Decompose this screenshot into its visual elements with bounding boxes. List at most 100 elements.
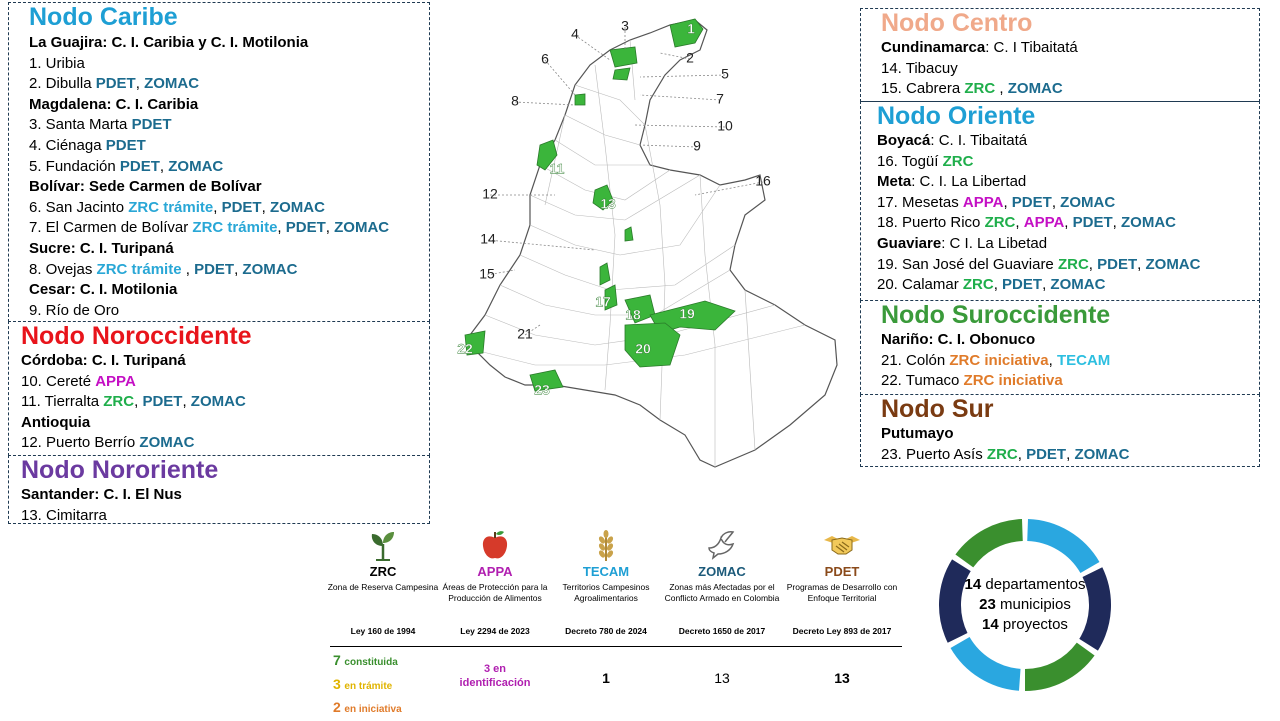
legend-law: Decreto Ley 893 de 2017 bbox=[792, 626, 892, 636]
summary-departamentos: 14 departamentos bbox=[964, 576, 1086, 593]
line-text: , bbox=[1088, 255, 1098, 273]
legend-item-zrc: ZRC Zona de Reserva Campesina Ley 160 de 1… bbox=[323, 528, 443, 637]
line-text: 7. El Carmen de Bolívar bbox=[29, 219, 193, 237]
legend-title: APPA bbox=[477, 564, 513, 579]
line-text: , bbox=[134, 393, 143, 411]
leader-line bbox=[659, 52, 691, 60]
line-text: , bbox=[1066, 445, 1075, 463]
line-text: , bbox=[1042, 276, 1051, 294]
line-text: , bbox=[1112, 214, 1121, 232]
map-label: 1 bbox=[687, 21, 695, 37]
program-tag-appa: APPA bbox=[1023, 214, 1065, 232]
line-text: , bbox=[993, 276, 1003, 294]
donut-segment bbox=[939, 559, 971, 643]
caribe-line: Bolívar: Sede Carmen de Bolívar bbox=[29, 177, 429, 198]
summary-donut bbox=[939, 519, 1111, 691]
oriente-line: 19. San José del Guaviare ZRC, PDET, ZOM… bbox=[877, 255, 1259, 276]
noroccidente-line: 10. Cereté APPA bbox=[21, 372, 429, 393]
caribe-line: La Guajira: C. I. Caribia y C. I. Motilo… bbox=[29, 33, 429, 54]
line-text: 17. Mesetas bbox=[877, 193, 963, 211]
legend-description: Zona de Reserva Campesina bbox=[327, 582, 439, 592]
noroccidente-line: 12. Puerto Berrío ZOMAC bbox=[21, 433, 429, 454]
map-label: 10 bbox=[717, 118, 733, 134]
program-tag-zomac: ZOMAC bbox=[1060, 193, 1116, 211]
tecam-value: 1 bbox=[602, 670, 610, 686]
legend-description: Zonas más Afectadas por el Conflicto Arm… bbox=[664, 582, 780, 603]
line-text: , bbox=[995, 80, 1008, 98]
map-label: 22 bbox=[457, 341, 473, 357]
program-tag-pdet: PDET bbox=[1072, 214, 1113, 232]
program-tag-zrc: ZRC bbox=[984, 214, 1016, 232]
leader-line bbox=[487, 239, 596, 251]
nodo-suroccidente-title: Nodo Suroccidente bbox=[881, 301, 1111, 329]
line-text: , bbox=[182, 393, 191, 411]
map-label: 16 bbox=[755, 173, 771, 189]
map-label: 13 bbox=[600, 196, 616, 212]
legend-law: Ley 2294 de 2023 bbox=[460, 626, 530, 636]
legend-law: Decreto 780 de 2024 bbox=[565, 626, 647, 636]
program-tag-zomac: ZOMAC bbox=[139, 434, 195, 452]
leader-line bbox=[639, 94, 721, 101]
map-label: 12 bbox=[482, 186, 498, 202]
line-text: , bbox=[1017, 445, 1027, 463]
program-tag-zomac: ZOMAC bbox=[168, 157, 224, 175]
oriente-line: Guaviare: C I. La Libetad bbox=[877, 234, 1259, 255]
project-region bbox=[612, 67, 631, 81]
line-text: 22. Tumaco bbox=[881, 372, 964, 390]
program-tag-pdet: PDET bbox=[119, 157, 160, 175]
program-tag-zomac: ZOMAC bbox=[1074, 445, 1130, 463]
location-heading: Guaviare bbox=[877, 234, 942, 252]
line-text: : C. I. La Libertad bbox=[911, 173, 1027, 191]
map-label: 9 bbox=[693, 138, 701, 154]
nodo-centro-title: Nodo Centro bbox=[881, 9, 1033, 37]
caribe-line: 6. San Jacinto ZRC trámite, PDET, ZOMAC bbox=[29, 198, 429, 219]
project-region bbox=[669, 18, 704, 48]
map-label: 14 bbox=[480, 231, 496, 247]
leader-line bbox=[524, 324, 541, 336]
donut-segment bbox=[1024, 642, 1095, 691]
line-text: , bbox=[159, 157, 169, 175]
leader-line bbox=[486, 269, 516, 276]
program-tag-pdet: PDET bbox=[1097, 255, 1138, 273]
line-text: 13. Cimitarra bbox=[21, 506, 107, 524]
colombia-outline bbox=[469, 19, 838, 468]
caribe-line: 9. Río de Oro bbox=[29, 301, 429, 321]
map-label: 4 bbox=[571, 26, 579, 42]
zomac-value: 13 bbox=[714, 670, 730, 686]
apple-icon bbox=[435, 528, 555, 562]
map-label: 19 bbox=[679, 306, 695, 322]
nodo-sur-panel: Nodo Sur Putumayo 23. Puerto Asís ZRC, PD… bbox=[860, 394, 1260, 467]
nodo-nororiente-title: Nodo Nororiente bbox=[21, 456, 219, 484]
program-tag-zomac: ZOMAC bbox=[269, 198, 325, 216]
caribe-line: Cesar: C. I. Motilonia bbox=[29, 280, 429, 301]
sur-line: Putumayo bbox=[881, 424, 1259, 445]
program-tag-tecam: TECAM bbox=[1056, 351, 1111, 369]
leader-line bbox=[634, 124, 726, 128]
department-border bbox=[499, 269, 731, 316]
department-border bbox=[699, 174, 716, 467]
line-text: 16. Togüí bbox=[877, 152, 943, 170]
department-border bbox=[529, 184, 721, 256]
project-region bbox=[609, 46, 638, 68]
program-tag-zrc: ZRC bbox=[942, 152, 974, 170]
summary-proyectos: 14 proyectos bbox=[982, 616, 1068, 633]
line-text: : C I. La Libetad bbox=[941, 234, 1048, 252]
nodo-caribe-panel: Nodo Caribe La Guajira: C. I. Caribia y … bbox=[8, 2, 430, 322]
leader-line bbox=[639, 144, 698, 148]
location-heading: Antioquia bbox=[21, 413, 91, 431]
line-text: , bbox=[234, 260, 243, 278]
centro-line: 14. Tibacuy bbox=[881, 59, 1259, 80]
program-tag-zrct: ZRC trámite bbox=[128, 198, 214, 216]
line-text: , bbox=[1003, 193, 1012, 211]
handshake-icon bbox=[782, 528, 902, 562]
program-tag-zrc: ZRC bbox=[103, 393, 135, 411]
legend-description: Territorios Campesinos Agroalimentarios bbox=[562, 582, 650, 603]
legend-description: Áreas de Protección para la Producción d… bbox=[442, 582, 548, 603]
line-text: 3. Santa Marta bbox=[29, 116, 132, 134]
line-text: : C. I. Tibaitatá bbox=[930, 132, 1028, 149]
location-heading: Bolívar: Sede Carmen de Bolívar bbox=[29, 178, 262, 196]
line-text: : C. I Tibaitatá bbox=[985, 39, 1078, 56]
appa-value: 3 en identificación bbox=[459, 663, 531, 689]
nodo-caribe-title: Nodo Caribe bbox=[29, 3, 178, 31]
